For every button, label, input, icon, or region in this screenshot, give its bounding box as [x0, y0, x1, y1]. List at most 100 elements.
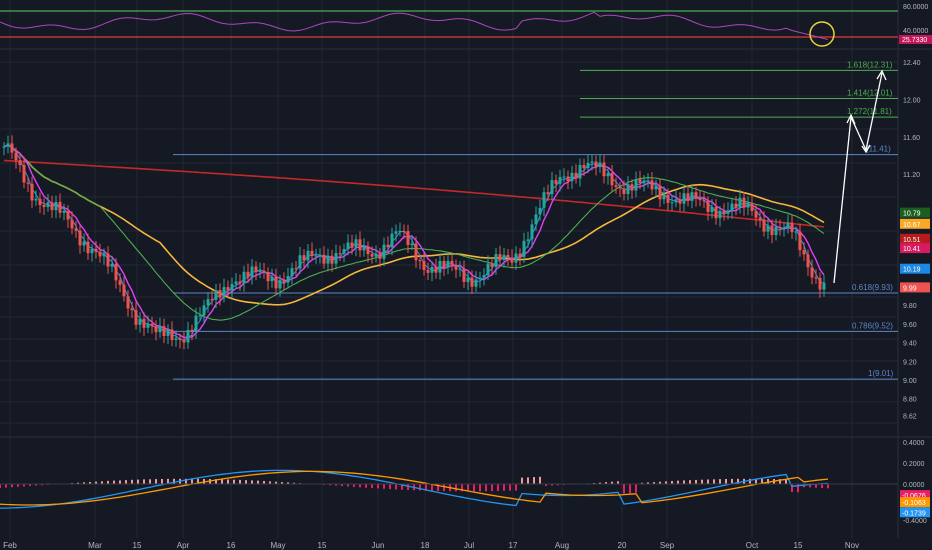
- candle-body: [142, 318, 146, 328]
- candle-body: [406, 231, 410, 245]
- candle-body: [518, 253, 522, 257]
- candle-body: [694, 192, 698, 199]
- macd-badge: [900, 497, 930, 508]
- candle-body: [790, 222, 794, 233]
- candle-body: [374, 253, 378, 257]
- candle-body: [594, 161, 598, 168]
- candle-body: [750, 203, 754, 211]
- candle-body: [90, 248, 94, 254]
- candle-body: [494, 254, 498, 267]
- candle-body: [2, 146, 6, 148]
- macd-histogram-bar: [491, 484, 493, 492]
- candle-body: [154, 326, 158, 333]
- candle-body: [462, 268, 466, 282]
- price-tick-label: 8.80: [903, 397, 917, 404]
- candle-body: [682, 193, 686, 204]
- macd-histogram-bar: [353, 484, 355, 487]
- macd-histogram-bar: [251, 480, 253, 484]
- time-tick-label: May: [270, 541, 285, 550]
- candle-body: [474, 279, 478, 287]
- candle-body: [782, 227, 786, 229]
- time-tick-label: Mar: [88, 541, 102, 550]
- macd-histogram-bar: [461, 484, 463, 492]
- price-badge-label: 9.99: [903, 285, 917, 292]
- macd-histogram-bar: [797, 484, 799, 493]
- candle-body: [646, 180, 650, 182]
- candle-body: [114, 264, 118, 281]
- candle-body: [206, 299, 210, 306]
- candle-body: [662, 194, 666, 200]
- candle-body: [46, 202, 50, 208]
- candle-body: [546, 192, 550, 194]
- candle-body: [370, 254, 374, 257]
- macd-histogram-bar: [707, 479, 709, 484]
- candle-body: [150, 323, 154, 327]
- macd-histogram-bar: [785, 479, 787, 484]
- candle-body: [402, 231, 406, 232]
- macd-histogram-bar: [395, 484, 397, 490]
- candle-body: [638, 179, 642, 184]
- macd-histogram-bar: [695, 479, 697, 484]
- candle-body: [98, 251, 102, 257]
- macd-histogram-bar: [761, 478, 763, 484]
- candle-body: [238, 281, 242, 284]
- macd-histogram-bar: [347, 484, 349, 487]
- macd-histogram-bar: [809, 484, 811, 488]
- candle-body: [110, 264, 114, 267]
- candle-body: [106, 253, 110, 267]
- macd-histogram-bar: [263, 481, 265, 484]
- macd-histogram-bar: [647, 482, 649, 484]
- macd-histogram-bar: [35, 484, 37, 486]
- candle-body: [530, 224, 534, 240]
- macd-histogram-bar: [227, 479, 229, 484]
- candle-body: [666, 194, 670, 203]
- candle-body: [274, 276, 278, 289]
- candle-body: [698, 198, 702, 201]
- candle-body: [538, 207, 542, 215]
- macd-histogram-bar: [623, 484, 625, 494]
- macd-histogram-bar: [725, 479, 727, 484]
- macd-line: [0, 469, 829, 509]
- candle-body: [574, 172, 578, 179]
- candle-body: [182, 339, 186, 343]
- candle-body: [222, 287, 226, 298]
- candle-body: [778, 226, 782, 229]
- candle-body: [562, 176, 566, 178]
- candle-body: [550, 180, 554, 195]
- price-badge: [900, 207, 930, 218]
- candle-body: [426, 269, 430, 273]
- candle-body: [522, 240, 526, 257]
- candle-body: [630, 184, 634, 191]
- macd-histogram-bar: [239, 479, 241, 484]
- signal-line: [0, 470, 829, 506]
- candle-body: [614, 185, 618, 187]
- arrow-head-3: [876, 69, 887, 81]
- rsi-upper-label: 80.0000: [903, 4, 928, 11]
- candle-body: [770, 225, 774, 235]
- rsi-value-label: 25.7330: [902, 37, 927, 44]
- candle-body: [186, 329, 190, 343]
- macd-histogram-bar: [677, 480, 679, 484]
- macd-histogram-bar: [557, 484, 559, 486]
- macd-histogram-bar: [713, 479, 715, 484]
- candle-body: [410, 243, 414, 245]
- candle-body: [342, 249, 346, 254]
- candle-body: [674, 199, 678, 203]
- candle-body: [710, 207, 714, 212]
- price-badge: [900, 263, 930, 274]
- macd-histogram-bar: [755, 478, 757, 484]
- candle-body: [202, 305, 206, 316]
- macd-histogram-bar: [371, 484, 373, 489]
- macd-tick-label: 0.4000: [903, 440, 925, 447]
- candle-body: [34, 198, 38, 201]
- time-tick-label: Aug: [555, 541, 569, 550]
- macd-histogram-bar: [137, 479, 139, 484]
- candle-body: [486, 263, 490, 276]
- candle-body: [210, 299, 214, 301]
- price-tick-label: 8.62: [903, 414, 917, 421]
- macd-histogram-bar: [257, 480, 259, 484]
- macd-histogram-bar: [779, 479, 781, 484]
- rsi-highlight-circle: [809, 21, 835, 47]
- macd-histogram-bar: [11, 484, 13, 488]
